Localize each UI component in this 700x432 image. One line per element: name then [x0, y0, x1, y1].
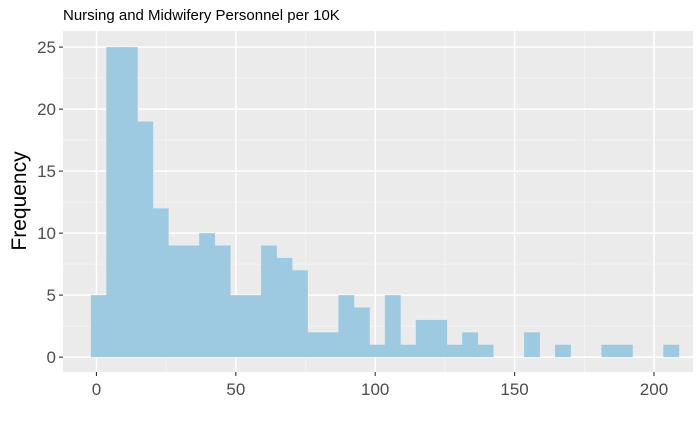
y-tick-label: 15: [37, 162, 56, 181]
x-tick-label: 100: [361, 380, 389, 399]
histogram-bar: [322, 332, 339, 358]
histogram-bars: [90, 47, 680, 358]
histogram-bar: [431, 319, 448, 358]
histogram-bar: [477, 344, 494, 358]
histogram-bar: [400, 344, 417, 358]
histogram-bar: [415, 319, 432, 358]
histogram-bar: [261, 245, 277, 358]
histogram-bar: [199, 233, 216, 358]
histogram-bar: [446, 344, 463, 358]
grid-lines: [63, 31, 693, 372]
histogram-bar: [338, 295, 355, 358]
histogram-bar: [524, 332, 540, 358]
histogram-bar: [462, 332, 479, 358]
histogram-bar: [663, 344, 680, 358]
histogram-bar: [601, 344, 618, 358]
chart-title: Nursing and Midwifery Personnel per 10K: [63, 7, 340, 24]
histogram-bar: [90, 295, 107, 358]
histogram-bar: [292, 270, 308, 358]
histogram-bar: [121, 47, 138, 358]
histogram-bar: [152, 208, 169, 358]
x-axis: 0 50 100 150 200: [92, 372, 668, 399]
histogram-bar: [230, 295, 246, 358]
x-tick-label: 200: [640, 380, 668, 399]
y-tick-label: 5: [47, 286, 56, 305]
histogram-bar: [555, 344, 571, 358]
histogram-bar: [384, 295, 401, 358]
y-tick-label: 10: [37, 224, 56, 243]
y-tick-label: 25: [37, 38, 56, 57]
histogram-bar: [307, 332, 324, 358]
histogram-bar: [353, 307, 370, 358]
histogram-bar: [214, 245, 231, 358]
histogram-bar: [245, 295, 262, 358]
histogram-bar: [137, 121, 154, 358]
x-tick-label: 0: [92, 380, 101, 399]
y-tick-label: 20: [37, 100, 56, 119]
histogram-bar: [106, 47, 123, 358]
histogram-bar: [183, 245, 200, 358]
x-tick-label: 50: [226, 380, 245, 399]
y-axis: 0 5 10 15 20 25: [37, 38, 63, 367]
histogram-bar: [276, 257, 293, 358]
y-axis-title: Frequency: [8, 151, 31, 251]
x-tick-label: 150: [500, 380, 528, 399]
histogram-bar: [369, 344, 386, 358]
histogram-bar: [616, 344, 633, 358]
histogram-bar: [168, 245, 185, 358]
y-tick-label: 0: [47, 348, 56, 367]
